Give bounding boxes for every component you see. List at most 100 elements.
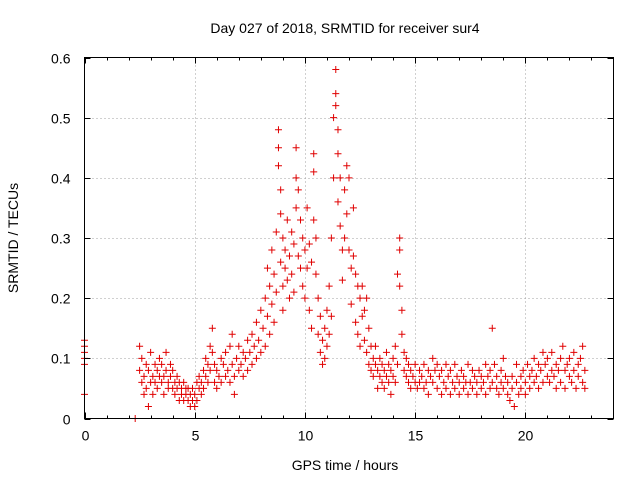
data-point xyxy=(438,390,446,398)
data-point xyxy=(138,378,146,386)
data-point xyxy=(449,378,457,386)
data-point xyxy=(382,372,390,380)
data-point xyxy=(336,174,344,182)
data-point xyxy=(211,378,219,386)
data-point xyxy=(389,372,397,380)
data-point xyxy=(570,366,578,374)
data-point xyxy=(356,342,364,350)
data-point xyxy=(308,258,316,266)
data-point xyxy=(513,360,521,368)
data-point xyxy=(297,264,305,272)
data-point xyxy=(321,324,329,332)
data-point xyxy=(521,390,529,398)
y-tick-label: 0.5 xyxy=(51,111,71,127)
data-point xyxy=(347,264,355,272)
data-point xyxy=(561,366,569,374)
data-point xyxy=(468,366,476,374)
data-point xyxy=(160,372,168,380)
y-tick-label: 0.6 xyxy=(51,51,71,67)
x-axis-label: GPS time / hours xyxy=(292,457,399,473)
data-point xyxy=(539,348,547,356)
data-point xyxy=(279,306,287,314)
data-point xyxy=(272,228,280,236)
data-point xyxy=(343,162,351,170)
data-point xyxy=(197,378,205,386)
data-point xyxy=(283,216,291,224)
data-point xyxy=(484,372,492,380)
tick-labels: 0 0.1 0.2 0.3 0.4 0.5 0.6 0 5 10 15 20 xyxy=(51,51,533,444)
data-point xyxy=(189,384,197,392)
data-point xyxy=(332,66,340,74)
data-point xyxy=(561,384,569,392)
data-point xyxy=(557,354,565,362)
data-point xyxy=(486,366,494,374)
data-point xyxy=(281,246,289,254)
data-point xyxy=(266,282,274,290)
data-point xyxy=(473,378,481,386)
data-point xyxy=(499,354,507,362)
data-point xyxy=(261,294,269,302)
data-point xyxy=(539,378,547,386)
data-point xyxy=(493,372,501,380)
data-point xyxy=(393,270,401,278)
data-point xyxy=(407,366,415,374)
data-point xyxy=(323,342,331,350)
data-point xyxy=(224,366,232,374)
data-point xyxy=(455,378,463,386)
data-point xyxy=(153,366,161,374)
data-point xyxy=(250,342,258,350)
data-point xyxy=(164,378,172,386)
data-point xyxy=(230,372,238,380)
data-point xyxy=(263,312,271,320)
data-point xyxy=(504,378,512,386)
data-point xyxy=(367,366,375,374)
data-point xyxy=(151,360,159,368)
data-point xyxy=(541,360,549,368)
data-point xyxy=(380,366,388,374)
data-point xyxy=(332,90,340,98)
data-point xyxy=(475,366,483,374)
data-point xyxy=(138,354,146,362)
data-point xyxy=(451,360,459,368)
data-point xyxy=(288,270,296,278)
data-point xyxy=(252,354,260,362)
data-point xyxy=(376,372,384,380)
data-point xyxy=(316,348,324,356)
x-tick-label: 5 xyxy=(192,428,200,444)
data-point xyxy=(257,348,265,356)
data-point xyxy=(274,126,282,134)
data-point xyxy=(554,366,562,374)
data-point xyxy=(407,384,415,392)
data-point xyxy=(144,366,152,374)
data-point xyxy=(180,378,188,386)
data-point xyxy=(206,366,214,374)
data-point xyxy=(579,378,587,386)
data-point xyxy=(235,366,243,374)
data-point xyxy=(444,372,452,380)
grid-lines xyxy=(84,57,614,419)
data-point xyxy=(363,348,371,356)
data-point xyxy=(422,378,430,386)
data-point xyxy=(574,360,582,368)
data-point xyxy=(217,378,225,386)
data-point xyxy=(327,234,335,242)
data-point xyxy=(305,240,313,248)
y-axis-label: SRMTID / TECUs xyxy=(5,183,21,293)
data-point xyxy=(402,372,410,380)
chart-title: Day 027 of 2018, SRMTID for receiver sur… xyxy=(210,20,479,36)
data-point xyxy=(270,318,278,326)
data-point xyxy=(204,360,212,368)
data-point xyxy=(568,378,576,386)
data-point xyxy=(263,264,271,272)
data-point xyxy=(378,360,386,368)
data-point xyxy=(338,276,346,284)
data-point xyxy=(237,360,245,368)
data-point xyxy=(517,384,525,392)
data-point xyxy=(319,360,327,368)
data-point xyxy=(288,228,296,236)
data-point xyxy=(162,366,170,374)
data-point xyxy=(255,336,263,344)
data-point xyxy=(290,240,298,248)
data-point xyxy=(396,234,404,242)
data-point xyxy=(405,378,413,386)
